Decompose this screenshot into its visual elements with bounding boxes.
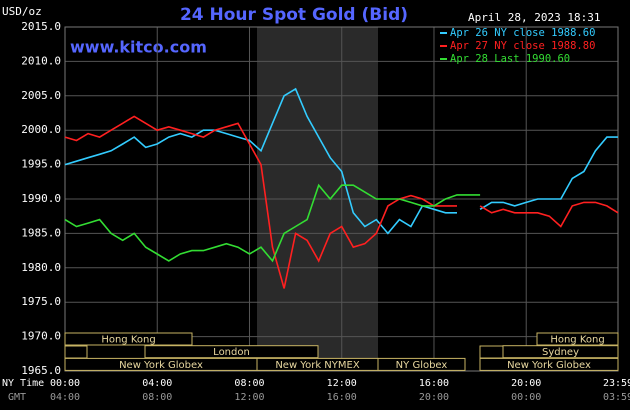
timestamp: April 28, 2023 18:31	[468, 11, 600, 24]
x-label: NY Time	[2, 378, 44, 389]
session-box	[144, 345, 319, 359]
session-box	[502, 345, 619, 359]
session-box	[536, 332, 619, 346]
session-box	[479, 357, 619, 371]
y-tick-label: 1980.0	[21, 261, 61, 274]
y-tick-label: 2010.0	[21, 54, 61, 67]
session-box	[64, 345, 88, 359]
x2-tick-label: 08:00	[142, 392, 172, 403]
x-tick-label: 12:00	[327, 378, 357, 389]
session-label: Sydney	[542, 347, 579, 358]
session-label: New York Globex	[119, 360, 203, 371]
x-tick-label: 16:00	[419, 378, 449, 389]
session-label: NY Globex	[396, 360, 448, 371]
x2-tick-label: 12:00	[234, 392, 264, 403]
x-tick-label: 04:00	[142, 378, 172, 389]
session-label: New York NYMEX	[275, 360, 360, 371]
x-tick-label: 20:00	[511, 378, 541, 389]
y-tick-label: 1975.0	[21, 295, 61, 308]
y-tick-label: 1990.0	[21, 192, 61, 205]
x2-label: GMT	[8, 392, 26, 403]
y-tick-label: 2015.0	[21, 20, 61, 33]
y-label: USD/oz	[2, 5, 42, 18]
y-tick-label: 1995.0	[21, 158, 61, 171]
plot-frame	[64, 26, 619, 372]
subtitle: www.kitco.com	[70, 38, 207, 57]
x-tick-label: 23:59	[603, 378, 630, 389]
session-label: London	[213, 347, 250, 358]
legend-label: Apr 27 NY close 1988.80	[450, 40, 595, 52]
y-tick-label: 1970.0	[21, 330, 61, 343]
y-tick-label: 1965.0	[21, 364, 61, 377]
x-tick-label: 00:00	[50, 378, 80, 389]
series-line	[64, 115, 619, 289]
session-label: Hong Kong	[550, 335, 604, 346]
x2-tick-label: 04:00	[50, 392, 80, 403]
session-label: New York Globex	[507, 360, 591, 371]
x-tick-label: 08:00	[234, 378, 264, 389]
series-line	[64, 183, 481, 263]
legend-label: Apr 26 NY close 1988.60	[450, 27, 595, 39]
y-tick-label: 2000.0	[21, 123, 61, 136]
chart-title: 24 Hour Spot Gold (Bid)	[180, 5, 408, 25]
session-box	[377, 357, 466, 371]
session-box	[479, 345, 504, 359]
x2-tick-label: 16:00	[327, 392, 357, 403]
legend-label: Apr 28 Last 1990.60	[450, 53, 570, 65]
session-box	[64, 332, 193, 346]
x2-tick-label: 03:59	[603, 392, 630, 403]
series-line	[64, 87, 618, 235]
x2-tick-label: 20:00	[419, 392, 449, 403]
y-tick-label: 2005.0	[21, 89, 61, 102]
x2-tick-label: 00:00	[511, 392, 541, 403]
y-tick-label: 1985.0	[21, 226, 61, 239]
session-label: Hong Kong	[101, 335, 155, 346]
